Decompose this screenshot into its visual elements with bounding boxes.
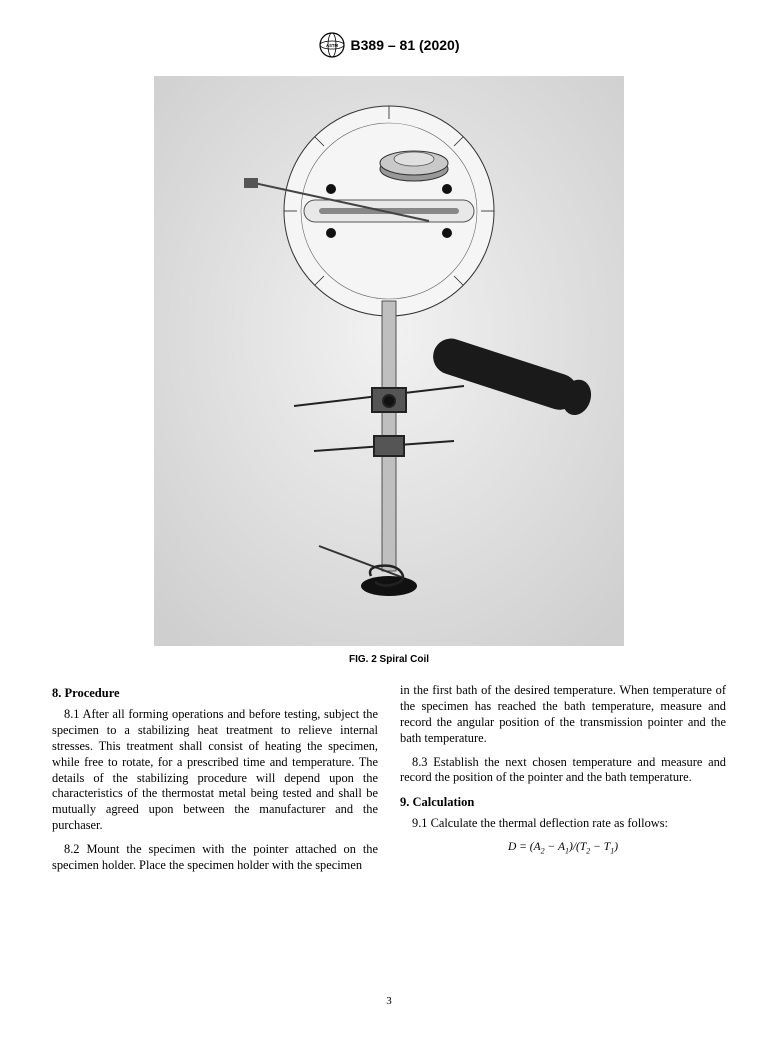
para-8-1: 8.1 After all forming operations and bef… [52, 707, 378, 834]
text-columns: 8. Procedure 8.1 After all forming opera… [52, 683, 726, 882]
para-num: 8.2 [64, 842, 80, 856]
para-text: After all forming operations and before … [52, 707, 378, 832]
para-9-1: 9.1 Calculate the thermal deflection rat… [400, 816, 726, 832]
para-text: Mount the specimen with the pointer atta… [52, 842, 378, 872]
para-8-2-start: 8.2 Mount the specimen with the pointer … [52, 842, 378, 874]
para-num: 8.1 [64, 707, 80, 721]
para-text: Establish the next chosen temperature an… [400, 755, 726, 785]
para-8-3: 8.3 Establish the next chosen temperatur… [400, 755, 726, 787]
equation-deflection: D = (A2 − A1)/(T2 − T1) [400, 840, 726, 857]
document-header: ASTM B389 – 81 (2020) [52, 32, 726, 58]
svg-text:ASTM: ASTM [326, 43, 338, 48]
left-column: 8. Procedure 8.1 After all forming opera… [52, 683, 378, 882]
figure-2-image [154, 76, 624, 646]
section-8-heading: 8. Procedure [52, 685, 378, 701]
para-num: 9.1 [412, 816, 428, 830]
designation-text: B389 – 81 (2020) [351, 37, 460, 53]
para-text: Calculate the thermal deflection rate as… [428, 816, 669, 830]
page-number: 3 [0, 995, 778, 1007]
section-9-heading: 9. Calculation [400, 794, 726, 810]
figure-2-caption: FIG. 2 Spiral Coil [52, 654, 726, 665]
right-column: in the first bath of the desired tempera… [400, 683, 726, 882]
para-8-2-cont: in the first bath of the desired tempera… [400, 683, 726, 747]
astm-logo: ASTM [319, 32, 345, 58]
para-num: 8.3 [412, 755, 428, 769]
